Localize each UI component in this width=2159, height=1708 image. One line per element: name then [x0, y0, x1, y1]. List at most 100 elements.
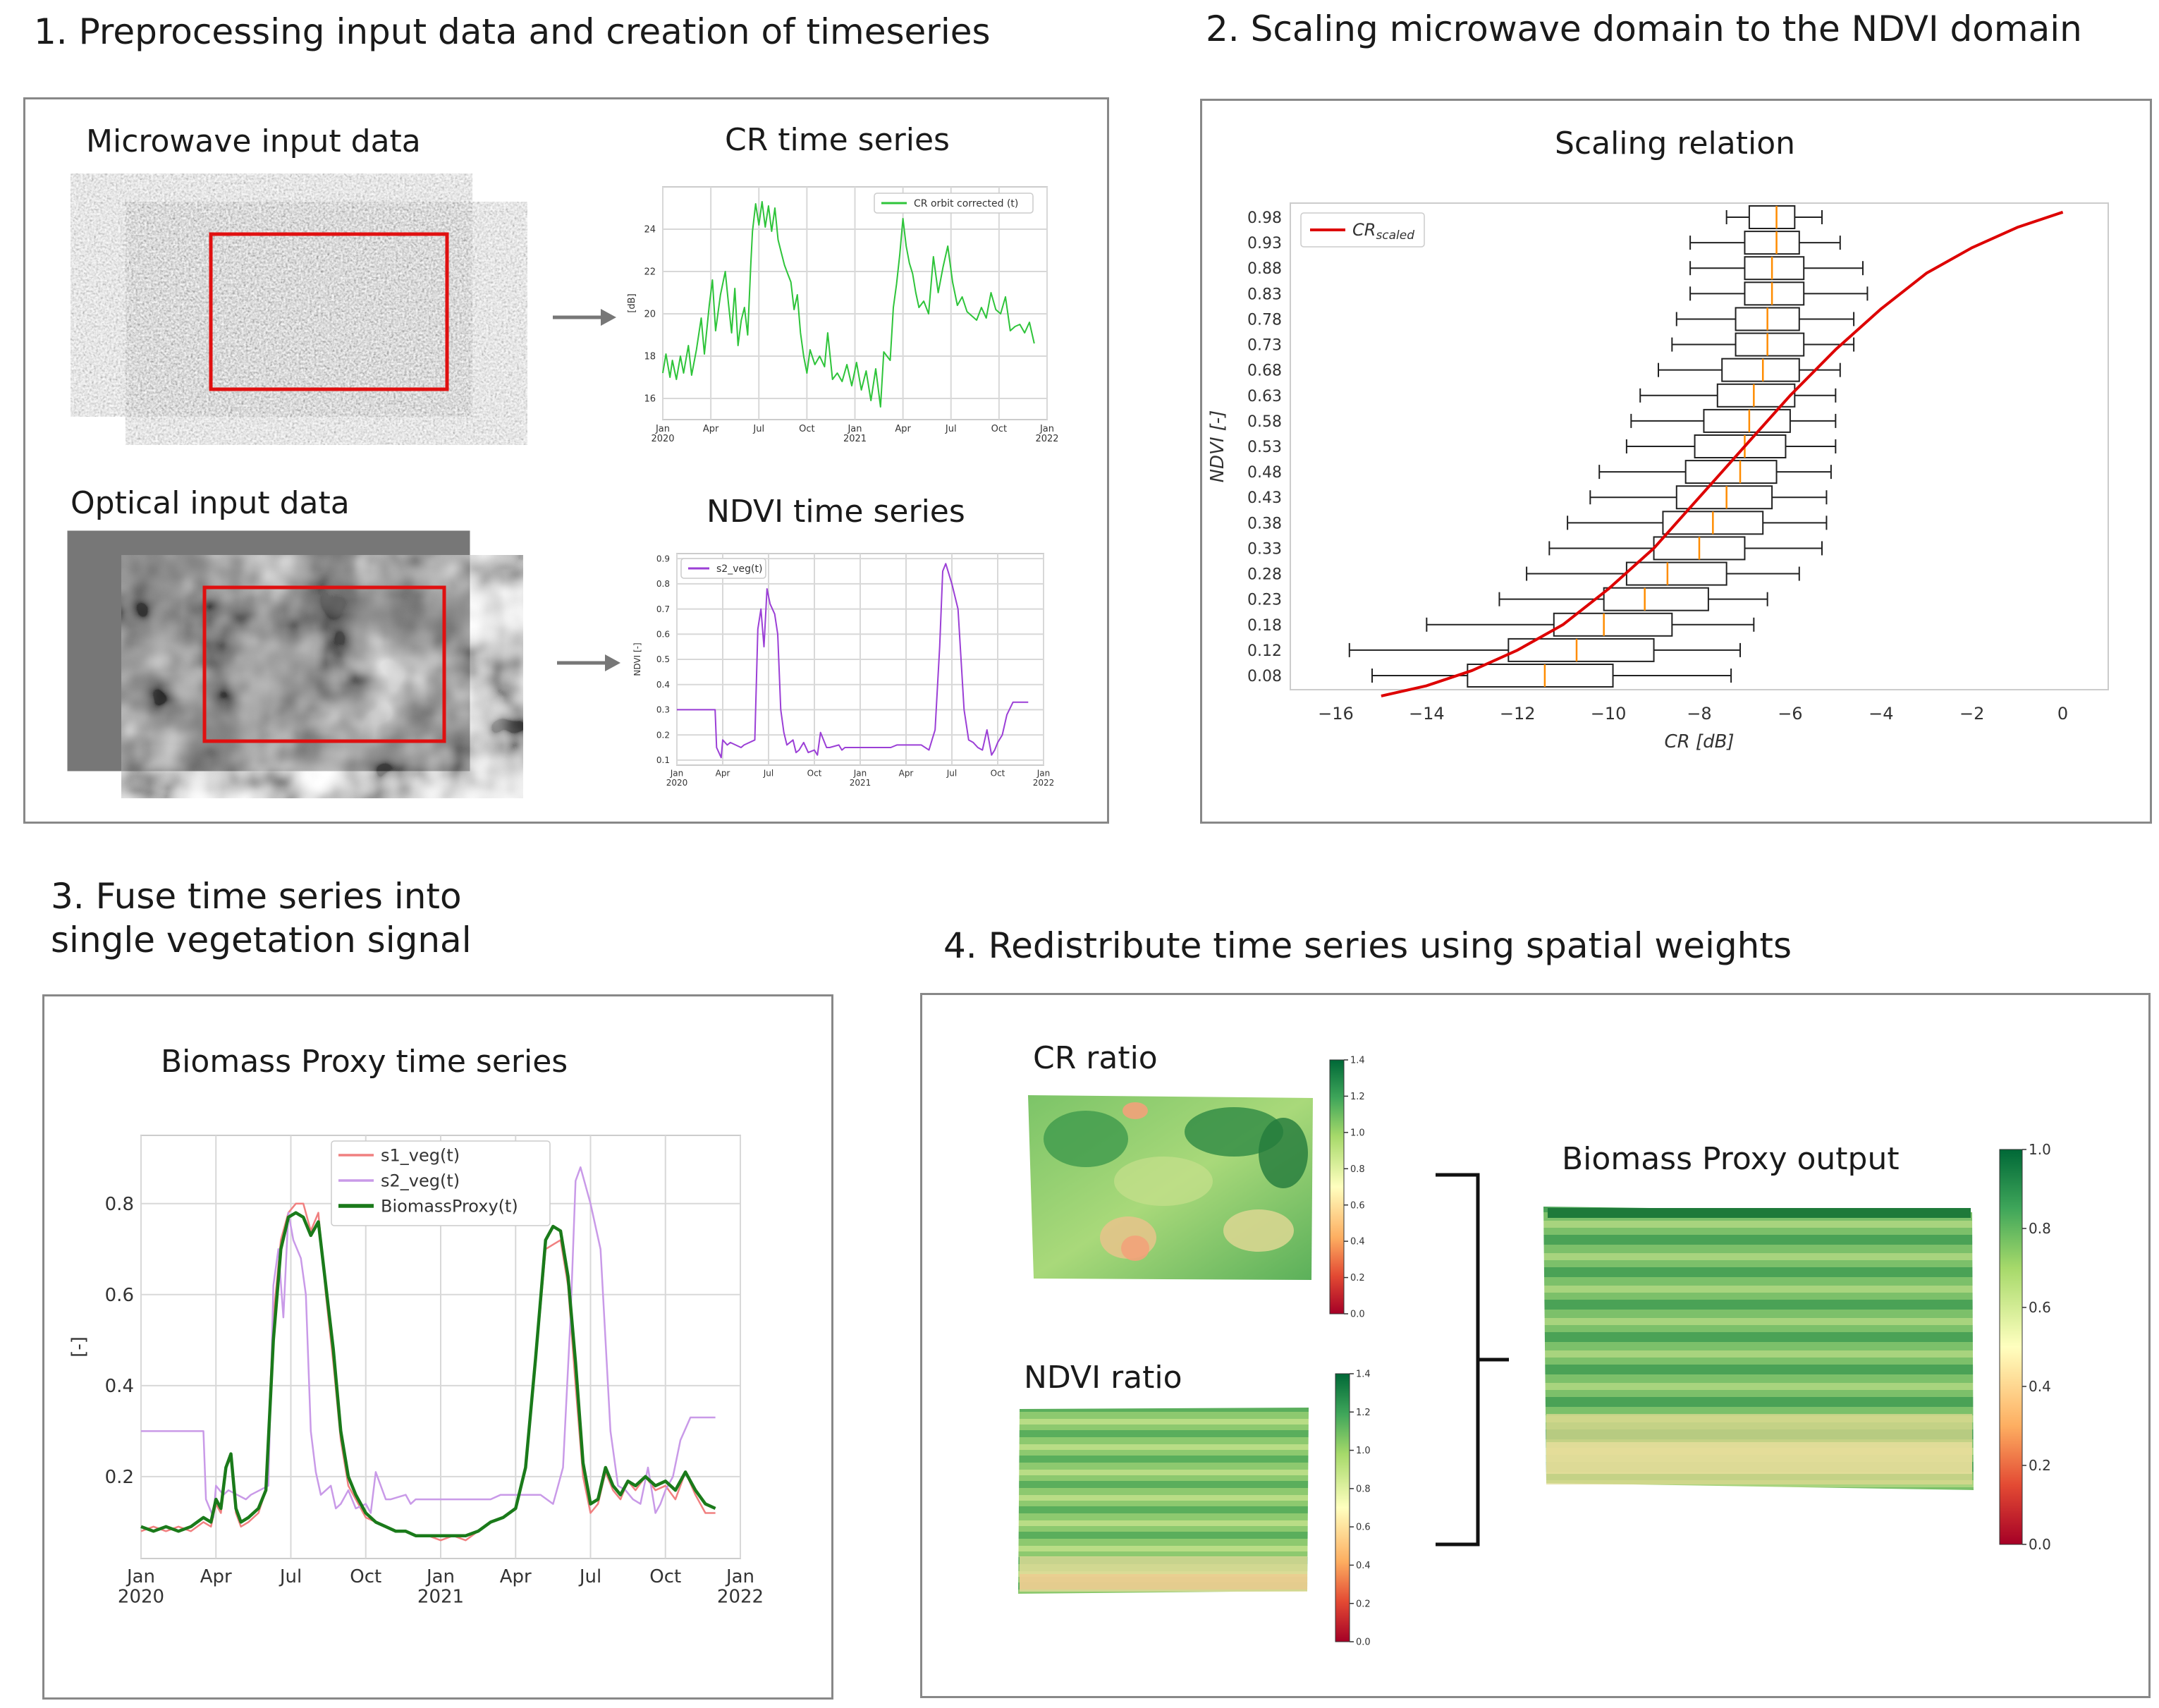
y-tick-label: 0.2	[105, 1467, 134, 1488]
colorbar-tick-label: 0.6	[2029, 1299, 2051, 1316]
x-tick-label: Jan	[670, 769, 684, 779]
microwave-roi-box	[209, 232, 449, 391]
x-tick-label: −6	[1778, 704, 1802, 724]
x-tick-label: Apr	[500, 1566, 532, 1587]
box	[1735, 332, 1805, 357]
box	[1744, 256, 1805, 281]
colorbar-tick-label: 1.4	[1356, 1370, 1371, 1380]
colorbar-tick-label: 0.2	[2029, 1457, 2051, 1474]
colorbar-tick-label: 1.0	[2029, 1142, 2051, 1158]
biomass-proxy-colorbar: 0.0 0.2 0.4 0.6 0.8 1.0	[1999, 1142, 2051, 1553]
legend-entry: s2_veg(t)	[716, 563, 762, 575]
y-tick-label: 0.5	[656, 654, 670, 664]
y-tick-label: 0.4	[656, 680, 670, 690]
legend-entry: BiomassProxy(t)	[381, 1196, 518, 1216]
box	[1744, 231, 1800, 255]
legend-entry: s1_veg(t)	[381, 1145, 460, 1165]
y-tick-label: 22	[644, 267, 656, 278]
cr-time-series-title: CR time series	[725, 122, 950, 158]
x-tick-label: Apr	[703, 424, 719, 434]
legend-entry: CR orbit corrected (t)	[914, 198, 1018, 209]
series-line-1	[677, 563, 1029, 759]
y-tick-label: 0.6	[105, 1285, 134, 1306]
optical-image-stack	[67, 530, 523, 798]
x-tick-label: Oct	[649, 1566, 681, 1587]
y-axis-label: NDVI [-]	[1207, 410, 1228, 483]
colorbar-tick-label: 0.4	[1350, 1237, 1365, 1248]
x-tick-label: Oct	[991, 769, 1005, 779]
box	[1744, 281, 1805, 306]
cr-ratio-map	[1028, 1095, 1313, 1280]
box	[1694, 434, 1787, 458]
colorbar-tick-label: 1.0	[1356, 1446, 1371, 1456]
colorbar-tick-label: 0.6	[1356, 1523, 1371, 1533]
x-tick-label: 2021	[850, 778, 871, 788]
x-tick-label: 2021	[843, 434, 867, 444]
y-tick-label: 0.8	[105, 1194, 134, 1215]
y-tick-label: 0.33	[1247, 540, 1282, 558]
x-tick-label: Jul	[945, 424, 957, 434]
box	[1684, 460, 1778, 484]
y-tick-label: 0.4	[105, 1376, 134, 1397]
x-tick-label: Apr	[716, 769, 730, 779]
biomass-proxy-output-label: Biomass Proxy output	[1562, 1141, 1900, 1177]
colorbar-tick-label: 0.4	[2029, 1378, 2051, 1395]
arrow-to-cr-series	[553, 309, 616, 326]
y-tick-label: 0.63	[1247, 388, 1282, 405]
legend-box	[874, 193, 1034, 214]
y-tick-label: 16	[644, 394, 656, 405]
bracket-connector	[1436, 1173, 1509, 1547]
y-tick-label: 24	[644, 225, 656, 236]
colorbar-tick-label: 0.8	[1350, 1164, 1365, 1175]
x-tick-label: −8	[1687, 704, 1711, 724]
optical-input-label: Optical input data	[71, 485, 350, 521]
y-tick-label: 0.23	[1247, 592, 1282, 609]
x-tick-label: −12	[1500, 704, 1536, 724]
box	[1721, 358, 1800, 382]
biomass-proxy-output-map	[1543, 1207, 1974, 1490]
x-tick-label: Jan	[126, 1566, 155, 1587]
cr-ratio-label: CR ratio	[1033, 1040, 1158, 1076]
y-tick-label: 0.98	[1247, 209, 1282, 227]
colorbar-tick-label: 1.2	[1350, 1092, 1365, 1102]
y-tick-label: 0.83	[1247, 286, 1282, 303]
x-tick-label: Jul	[946, 769, 957, 779]
x-tick-label: Jan	[425, 1566, 455, 1587]
x-tick-label: 2021	[417, 1586, 464, 1607]
series-line-3	[140, 1211, 716, 1537]
x-tick-label: 2022	[1035, 434, 1058, 444]
x-tick-label: Jul	[279, 1566, 302, 1587]
legend-box	[680, 558, 766, 579]
section-1-title: 1. Preprocessing input data and creation…	[34, 11, 991, 52]
ndvi-time-series-title: NDVI time series	[707, 494, 965, 530]
y-tick-label: 18	[644, 352, 656, 362]
colorbar-gradient	[1329, 1059, 1345, 1314]
box	[1467, 664, 1614, 688]
y-tick-label: 0.2	[656, 730, 670, 740]
x-tick-label: 2020	[651, 434, 674, 444]
ndvi-ratio-map	[1018, 1408, 1309, 1594]
x-tick-label: Oct	[991, 424, 1007, 434]
x-tick-label: Jan	[853, 769, 867, 779]
y-tick-label: 0.78	[1247, 311, 1282, 329]
colorbar-tick-label: 0.8	[2029, 1220, 2051, 1237]
colorbar-tick-label: 0.6	[1350, 1200, 1365, 1211]
x-tick-label: Apr	[200, 1566, 232, 1587]
optical-image-front	[121, 555, 523, 798]
x-tick-label: Oct	[350, 1566, 381, 1587]
y-tick-label: 0.68	[1247, 362, 1282, 380]
x-tick-label: −2	[1959, 704, 1984, 724]
colorbar-tick-label: 1.2	[1356, 1408, 1371, 1418]
x-tick-label: Jan	[655, 424, 670, 434]
colorbar-gradient	[1335, 1373, 1350, 1642]
series-line-2	[141, 1166, 716, 1519]
colorbar-tick-label: 1.4	[1350, 1056, 1365, 1066]
y-tick-label: 0.88	[1247, 260, 1282, 278]
y-tick-label: 0.8	[656, 579, 670, 589]
series-line-1	[662, 201, 1035, 408]
x-tick-label: 0	[2057, 704, 2068, 724]
y-axis-label: [dB]	[627, 293, 637, 312]
section-4-title: 4. Redistribute time series using spatia…	[943, 925, 1792, 966]
